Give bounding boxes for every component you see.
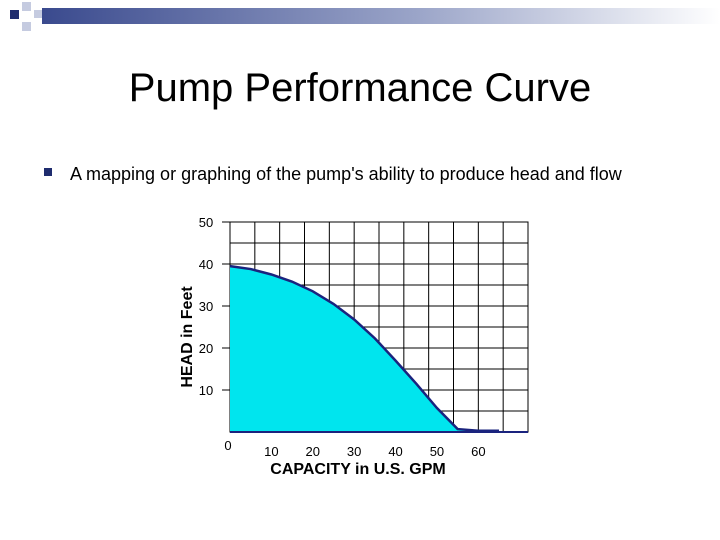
x-tick-label: 40 <box>388 444 402 459</box>
head-capacity-curve <box>229 264 500 432</box>
deco-square-light <box>22 2 31 11</box>
deco-square-light <box>22 22 31 31</box>
bullet-text: A mapping or graphing of the pump's abil… <box>70 164 622 184</box>
head-capacity-area <box>230 266 500 432</box>
y-tick-label: 50 <box>199 215 213 230</box>
bullet-square-icon <box>44 168 52 176</box>
pump-curve-chart: 10 20 30 40 50 0 10 20 30 40 50 60 CAPACITY in U.S. … <box>179 215 529 478</box>
header-gradient-band <box>42 8 720 24</box>
x-tick-label: 60 <box>471 444 485 459</box>
slide-title: Pump Performance Curve <box>128 66 592 110</box>
y-tick-label: 40 <box>199 257 213 272</box>
y-tick-label: 10 <box>199 383 213 398</box>
x-axis-title: CAPACITY in U.S. GPM <box>270 461 445 478</box>
x-tick-label: 0 <box>224 438 231 453</box>
y-tick-label: 20 <box>199 341 213 356</box>
y-axis-title: HEAD in Feet <box>179 286 196 388</box>
header-decoration <box>10 2 720 31</box>
x-tick-label: 30 <box>347 444 361 459</box>
x-tick-label: 50 <box>430 444 444 459</box>
deco-square-light <box>34 10 42 18</box>
x-tick-label: 10 <box>264 444 278 459</box>
deco-square-navy <box>10 10 19 19</box>
y-tick-label: 30 <box>199 299 213 314</box>
x-tick-label: 20 <box>306 444 320 459</box>
